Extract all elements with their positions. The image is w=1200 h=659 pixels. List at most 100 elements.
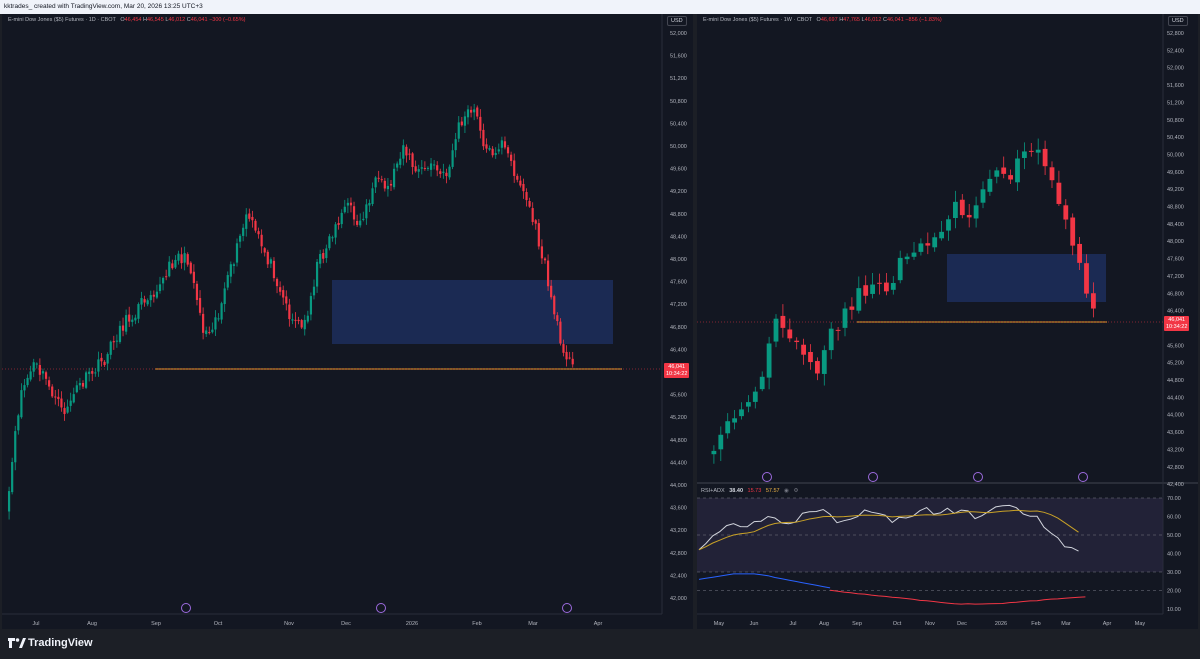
daily-price-label: 50,000 bbox=[670, 144, 687, 150]
daily-chart-pane[interactable]: 52,000 51,600 51,200 50,800 50,400 50,000 49,6… bbox=[2, 14, 693, 629]
weekly-price-label: 42,800 bbox=[1167, 465, 1184, 471]
daily-candle bbox=[331, 237, 334, 239]
weekly-candle bbox=[1015, 158, 1020, 183]
daily-candle bbox=[103, 361, 106, 366]
weekly-price-label: 50,000 bbox=[1167, 152, 1184, 158]
daily-candle bbox=[263, 248, 266, 253]
rsi-axis-label: 20.00 bbox=[1167, 589, 1181, 595]
daily-candle bbox=[32, 362, 35, 372]
daily-demand-zone bbox=[332, 280, 613, 344]
daily-price-label: 47,600 bbox=[670, 280, 687, 286]
weekly-time-label: Jun bbox=[750, 621, 759, 627]
daily-candle bbox=[198, 298, 202, 313]
daily-candle bbox=[451, 150, 454, 167]
weekly-candle bbox=[1035, 149, 1041, 153]
weekly-chart-pane[interactable]: 52,800 52,400 52,000 51,600 51,200 50,800 50,4… bbox=[697, 14, 1198, 629]
daily-low: 46,012 bbox=[168, 17, 186, 23]
weekly-candle bbox=[939, 231, 944, 239]
daily-countdown: 10:34:22 bbox=[666, 370, 688, 377]
daily-candle bbox=[266, 251, 269, 265]
weekly-ohlc: O46,697 H47,765 L46,012 C46,041 −856 (−1… bbox=[816, 17, 942, 23]
daily-candle bbox=[35, 363, 38, 365]
weekly-candle bbox=[815, 361, 820, 374]
daily-chart-canvas[interactable]: 52,000 51,600 51,200 50,800 50,400 50,000 49,6… bbox=[2, 14, 693, 629]
weekly-candle bbox=[966, 214, 972, 218]
daily-candle bbox=[433, 164, 436, 166]
rsi-axis-label: 30.00 bbox=[1167, 570, 1181, 576]
rsi-adx-legend[interactable]: RSI+ADX 38.40 15.73 57.57 ◉ ⚙ bbox=[701, 488, 798, 494]
weekly-candle bbox=[994, 170, 1000, 177]
daily-candle bbox=[118, 325, 122, 342]
eye-icon[interactable]: ◉ bbox=[784, 488, 789, 494]
daily-candle bbox=[537, 223, 540, 247]
weekly-chart-canvas[interactable]: 52,800 52,400 52,000 51,600 51,200 50,800 50,4… bbox=[697, 14, 1198, 629]
daily-price-label: 48,000 bbox=[670, 257, 687, 263]
daily-candle bbox=[100, 357, 103, 362]
rsi-axis-label: 60.00 bbox=[1167, 515, 1181, 521]
daily-candle bbox=[54, 396, 57, 398]
weekly-candle bbox=[953, 201, 958, 219]
weekly-last-price: 46,041 bbox=[1168, 317, 1186, 323]
daily-candle bbox=[7, 491, 11, 512]
weekly-candle bbox=[856, 288, 862, 311]
daily-candle bbox=[112, 341, 115, 343]
daily-candle bbox=[340, 212, 343, 225]
daily-candle bbox=[319, 254, 322, 264]
daily-event-marker-icon bbox=[562, 603, 572, 613]
daily-candle bbox=[389, 183, 393, 186]
weekly-time-label: May bbox=[1135, 621, 1146, 627]
daily-price-label: 50,800 bbox=[670, 99, 687, 105]
weekly-high: 47,765 bbox=[843, 17, 860, 23]
weekly-time-label: Oct bbox=[893, 621, 902, 627]
weekly-price-label: 44,000 bbox=[1167, 413, 1184, 419]
daily-high: 46,545 bbox=[146, 17, 164, 23]
daily-candle bbox=[168, 261, 171, 277]
daily-currency-button[interactable]: USD bbox=[667, 16, 687, 26]
daily-candle bbox=[88, 371, 91, 374]
weekly-price-label: 43,200 bbox=[1167, 447, 1184, 453]
daily-price-label: 42,400 bbox=[670, 573, 687, 579]
weekly-candle bbox=[746, 402, 751, 407]
weekly-last-price-tag: 46,041 10:34:22 bbox=[1164, 316, 1190, 331]
rsi-value: 38.40 bbox=[729, 488, 743, 494]
daily-time-label: Dec bbox=[341, 621, 351, 627]
daily-candle bbox=[51, 386, 54, 397]
weekly-currency-button[interactable]: USD bbox=[1168, 16, 1188, 26]
settings-icon[interactable]: ⚙ bbox=[793, 488, 799, 494]
daily-candle bbox=[503, 141, 507, 148]
daily-candle bbox=[408, 153, 411, 155]
daily-ohlc: O46,454 H46,545 L46,012 C46,041 −300 (−0… bbox=[120, 17, 246, 23]
weekly-candle bbox=[828, 328, 834, 351]
daily-candle bbox=[306, 315, 309, 322]
daily-candle bbox=[550, 285, 553, 298]
weekly-price-label: 52,000 bbox=[1167, 66, 1184, 72]
daily-price-label: 49,600 bbox=[670, 167, 687, 173]
daily-candle bbox=[291, 319, 294, 321]
tradingview-logo-icon bbox=[8, 638, 26, 648]
daily-candle bbox=[57, 396, 60, 400]
daily-candle bbox=[106, 354, 109, 364]
weekly-candle bbox=[897, 257, 903, 281]
daily-candle bbox=[75, 385, 78, 393]
daily-candle bbox=[137, 304, 140, 319]
weekly-candle bbox=[980, 189, 986, 203]
daily-candle bbox=[568, 357, 571, 359]
weekly-event-marker-icon bbox=[1078, 472, 1088, 482]
weekly-candle bbox=[759, 376, 765, 390]
daily-candle bbox=[402, 145, 405, 159]
daily-candle bbox=[359, 220, 362, 226]
weekly-time-label: Apr bbox=[1103, 621, 1112, 627]
daily-candle bbox=[386, 185, 390, 190]
daily-candle bbox=[161, 277, 165, 284]
daily-candle bbox=[109, 341, 112, 355]
rsi-ma-line bbox=[698, 509, 1079, 551]
daily-candle bbox=[131, 319, 134, 322]
weekly-price-label: 43,600 bbox=[1167, 430, 1184, 436]
daily-candle bbox=[553, 296, 556, 315]
weekly-change: −856 (−1.83%) bbox=[905, 17, 942, 23]
daily-chart-legend: E-mini Dow Jones ($5) Futures · 1D · CBO… bbox=[8, 17, 245, 23]
daily-candle bbox=[29, 371, 32, 380]
weekly-close: 46,041 bbox=[886, 17, 904, 23]
daily-candle bbox=[516, 175, 519, 180]
daily-candle bbox=[254, 220, 257, 231]
